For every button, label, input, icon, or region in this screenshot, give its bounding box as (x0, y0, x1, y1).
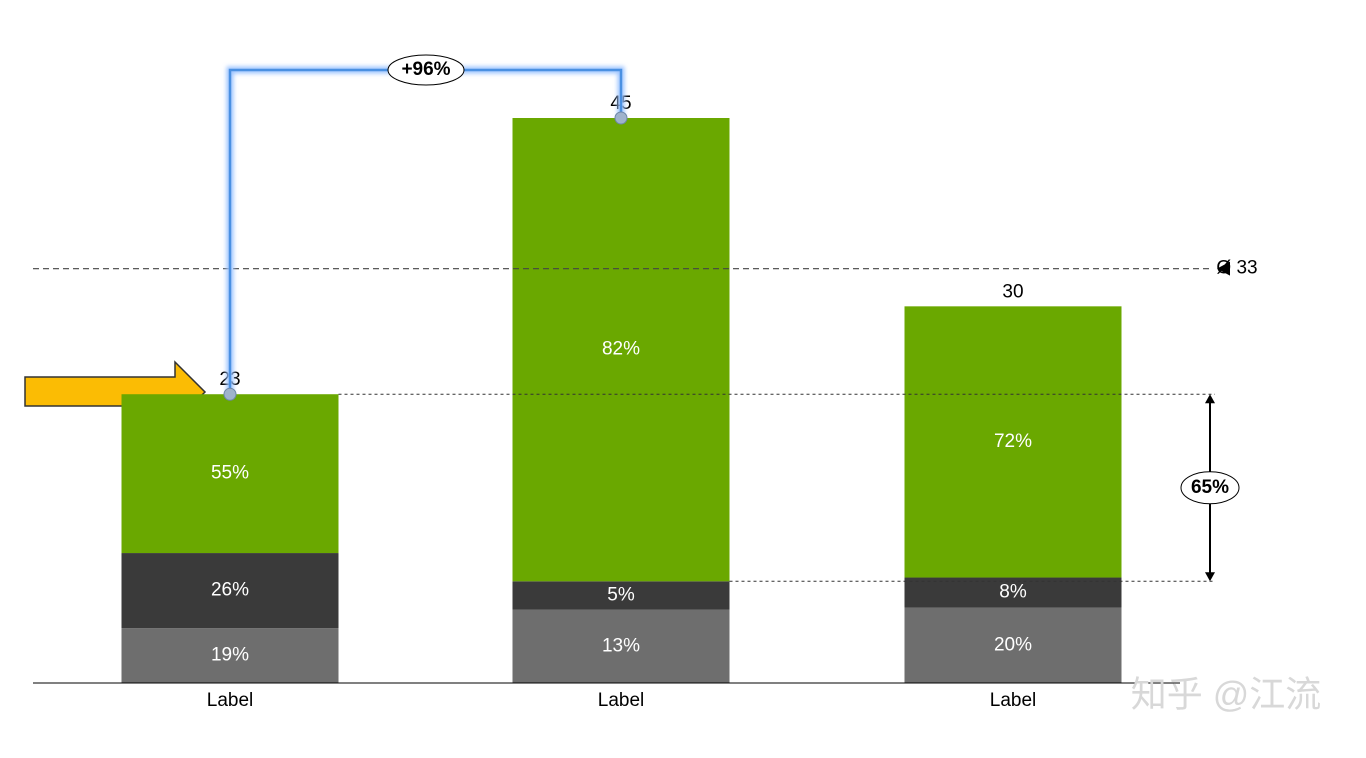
segment-label: 20% (994, 634, 1032, 655)
difference-oval (1180, 471, 1240, 505)
segment-label: 55% (211, 463, 249, 484)
watermark: 知乎 @江流 (1131, 674, 1322, 715)
bar-segment (512, 118, 730, 582)
x-tick-label: Label (990, 690, 1037, 711)
x-tick-label: Label (598, 690, 645, 711)
bar-segment (904, 577, 1122, 608)
growth-oval (387, 54, 465, 86)
x-tick-label: Label (207, 690, 254, 711)
average-marker (1217, 261, 1230, 276)
segment-label: 82% (602, 339, 640, 360)
segment-label: 26% (211, 580, 249, 601)
bar-segment (121, 628, 339, 683)
bar-segment (121, 553, 339, 629)
bar-segment (904, 607, 1122, 683)
total-label: 30 (1002, 281, 1023, 302)
average-label: Ø 33 (1216, 258, 1257, 279)
segment-label: 13% (602, 635, 640, 656)
bracket-head (1205, 572, 1215, 582)
segment-label: 8% (999, 582, 1027, 603)
difference-label: 65% (1191, 477, 1229, 498)
bracket-head (1205, 394, 1215, 404)
handle (223, 387, 237, 401)
bar-segment (512, 609, 730, 683)
segment-label: 5% (607, 584, 635, 605)
segment-label: 19% (211, 645, 249, 666)
growth-label: +96% (401, 59, 450, 80)
bar-segment (512, 581, 730, 610)
segment-label: 72% (994, 431, 1032, 452)
bar-segment (121, 394, 339, 554)
handle (614, 111, 628, 125)
bar-segment (904, 306, 1122, 578)
